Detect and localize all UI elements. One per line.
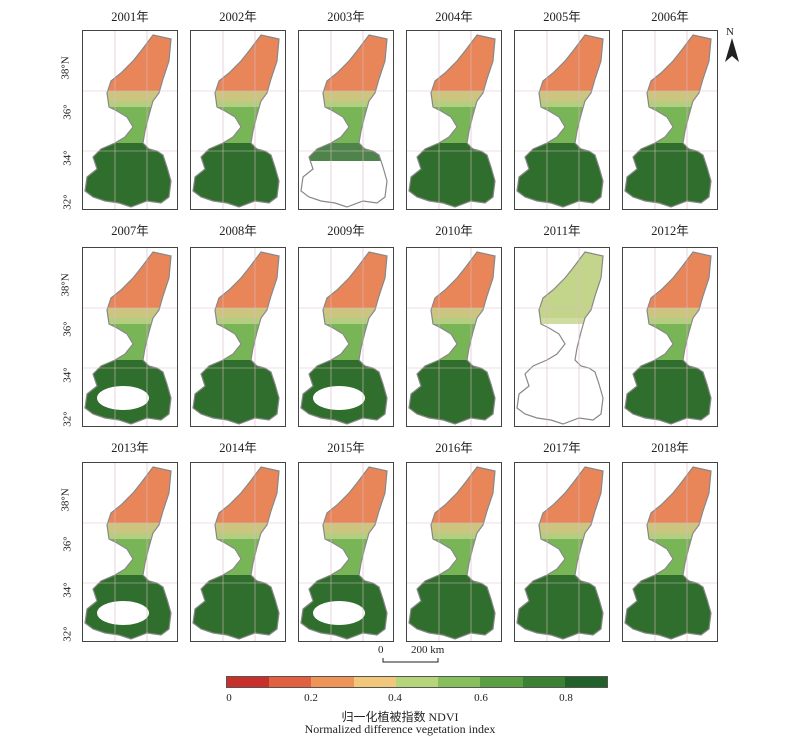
latitude-label: 32° xyxy=(61,411,74,427)
scale-bar xyxy=(382,658,439,663)
legend-tick-label: 0.6 xyxy=(474,692,488,704)
ndvi-map-panel xyxy=(298,30,394,210)
scale-zero-label: 0 xyxy=(378,644,384,656)
legend-swatch xyxy=(353,677,396,687)
latitude-label: 34° xyxy=(61,367,74,383)
ndvi-map-panel xyxy=(298,462,394,642)
latitude-label: 32° xyxy=(61,626,74,642)
year-label: 2004年 xyxy=(435,10,473,24)
year-label: 2018年 xyxy=(651,441,689,455)
ndvi-map-panel xyxy=(190,247,286,427)
latitude-label: 36° xyxy=(61,321,74,337)
ndvi-map-panel xyxy=(82,247,178,427)
legend-swatch xyxy=(522,677,565,687)
year-label: 2008年 xyxy=(219,224,257,238)
legend-title-english: Normalized difference vegetation index xyxy=(304,722,496,736)
legend-swatch xyxy=(395,677,439,687)
legend-title-chinese: 归一化植被指数 NDVI xyxy=(341,710,459,724)
legend-swatch xyxy=(480,677,523,687)
year-label: 2005年 xyxy=(543,10,581,24)
legend-tick-label: 0.4 xyxy=(388,692,402,704)
ndvi-map-panel xyxy=(622,247,718,427)
year-label: 2011年 xyxy=(543,224,581,238)
legend-swatch xyxy=(564,677,607,687)
year-label: 2003年 xyxy=(327,10,365,24)
ndvi-map-panel xyxy=(406,462,502,642)
ndvi-map-panel xyxy=(622,462,718,642)
ndvi-map-panel xyxy=(406,30,502,210)
legend-tick-label: 0 xyxy=(226,692,232,704)
ndvi-map-panel xyxy=(190,462,286,642)
ndvi-map-panel xyxy=(190,30,286,210)
latitude-label: 34° xyxy=(61,582,74,598)
ndvi-map-panel xyxy=(514,30,610,210)
year-label: 2017年 xyxy=(543,441,581,455)
year-label: 2016年 xyxy=(435,441,473,455)
legend-swatch xyxy=(269,677,312,687)
ndvi-map-panel xyxy=(514,247,610,427)
legend-tick-label: 0.2 xyxy=(304,692,318,704)
year-label: 2012年 xyxy=(651,224,689,238)
latitude-label: 38°N xyxy=(59,56,72,80)
north-arrow-icon xyxy=(725,38,739,62)
latitude-label: 36° xyxy=(61,536,74,552)
year-label: 2013年 xyxy=(111,441,149,455)
year-label: 2009年 xyxy=(327,224,365,238)
ndvi-map-panel xyxy=(514,462,610,642)
legend-tick-label: 0.8 xyxy=(559,692,573,704)
ndvi-map-panel xyxy=(82,462,178,642)
legend-color-bar xyxy=(226,676,608,688)
ndvi-map-panel xyxy=(406,247,502,427)
legend-swatch xyxy=(311,677,354,687)
year-label: 2001年 xyxy=(111,10,149,24)
scale-length-label: 200 km xyxy=(411,644,445,656)
ndvi-map-panel xyxy=(622,30,718,210)
year-label: 2010年 xyxy=(435,224,473,238)
latitude-label: 32° xyxy=(61,194,74,210)
year-label: 2015年 xyxy=(327,441,365,455)
year-label: 2006年 xyxy=(651,10,689,24)
latitude-label: 36° xyxy=(61,104,74,120)
ndvi-map-panel xyxy=(82,30,178,210)
latitude-label: 38°N xyxy=(59,273,72,297)
legend-swatch xyxy=(227,677,270,687)
ndvi-map-panel xyxy=(298,247,394,427)
latitude-label: 34° xyxy=(61,150,74,166)
north-letter: N xyxy=(726,26,734,38)
legend-swatch xyxy=(438,677,481,687)
year-label: 2007年 xyxy=(111,224,149,238)
year-label: 2014年 xyxy=(219,441,257,455)
latitude-label: 38°N xyxy=(59,488,72,512)
year-label: 2002年 xyxy=(219,10,257,24)
